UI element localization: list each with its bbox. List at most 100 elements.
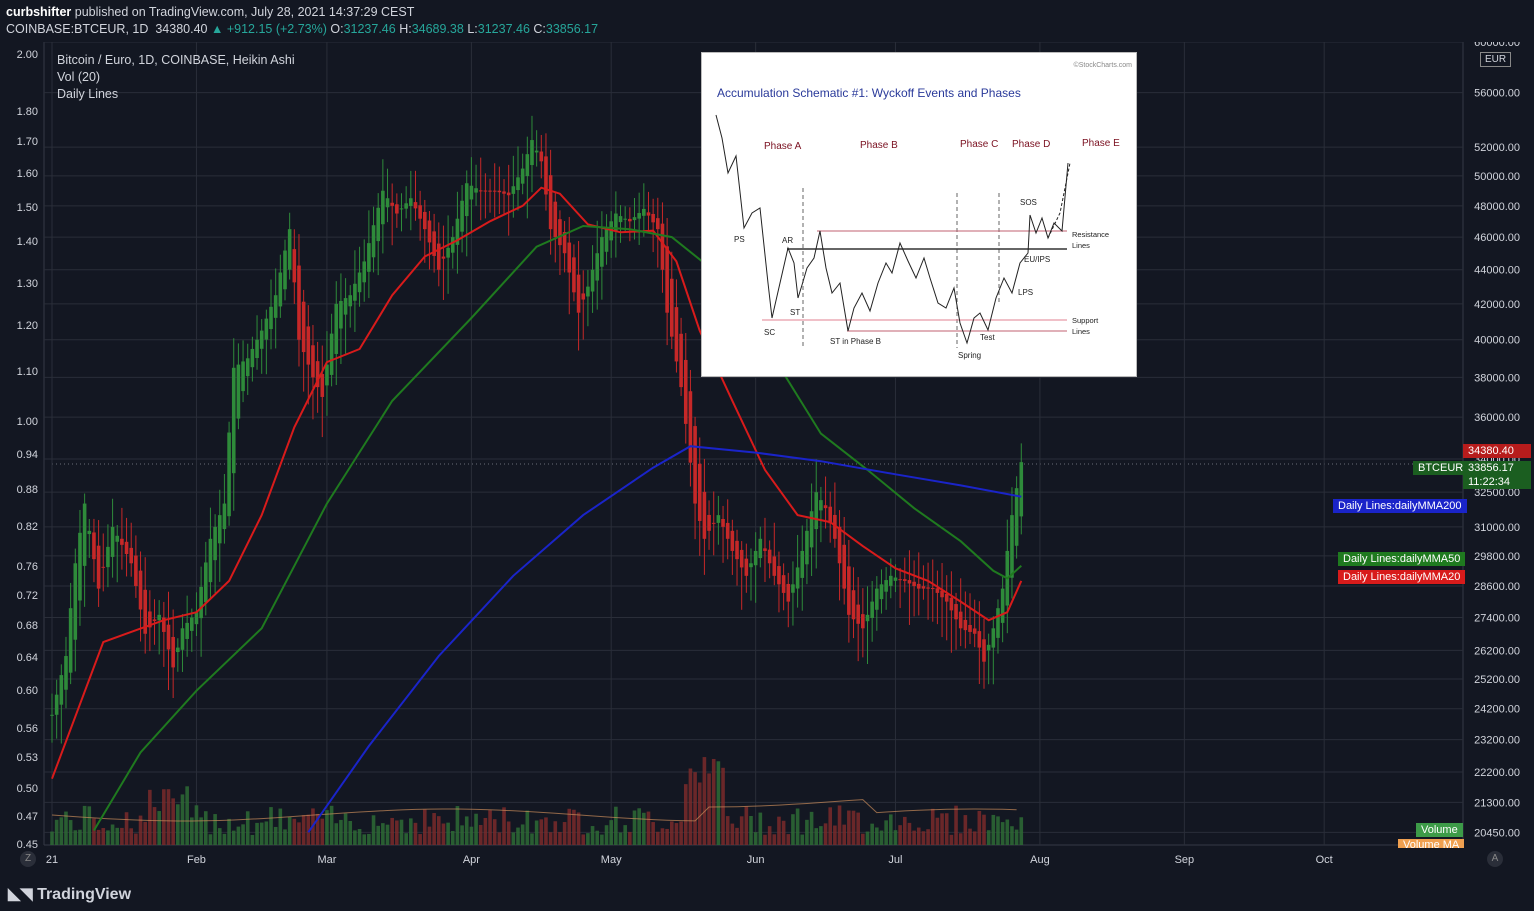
candle-body	[315, 361, 320, 388]
candle-body	[166, 624, 171, 650]
candle-body	[1014, 488, 1019, 546]
candle-body	[469, 185, 474, 200]
candle-body	[996, 608, 1000, 638]
zoom-button[interactable]: Z	[20, 851, 36, 867]
volume-bar	[441, 823, 446, 845]
volume-bar	[586, 833, 590, 845]
candle-body	[777, 566, 781, 585]
price-chart[interactable]: 60000.00 56000.00 52000.00 50000.00 48000.00…	[0, 42, 1534, 876]
volume-bar	[935, 817, 940, 845]
candle-body	[991, 628, 996, 648]
candle-body	[171, 636, 175, 668]
tradingview-logo-icon: ◣◥	[8, 886, 38, 903]
candle-body	[301, 301, 306, 353]
time-tick-label: Oct	[1316, 854, 1333, 866]
candle-body	[553, 201, 558, 238]
volume-bar	[800, 834, 805, 845]
last-price: 34380.40	[155, 22, 208, 36]
volume-bar	[203, 811, 208, 845]
candle-body	[497, 190, 502, 193]
price-tick-label: 31000.00	[1474, 522, 1520, 534]
volume-bar	[688, 768, 693, 845]
auto-scale-button[interactable]: A	[1487, 851, 1503, 867]
volume-bar	[576, 812, 581, 845]
volume-bar	[474, 813, 478, 845]
currency-label[interactable]: EUR	[1480, 52, 1512, 67]
volume-bar	[735, 827, 739, 845]
event-ps: PS	[734, 235, 745, 244]
volume-bar	[707, 773, 711, 845]
publisher-name[interactable]: curbshifter	[6, 5, 72, 19]
volume-bar	[432, 813, 436, 845]
volume-bar	[152, 807, 157, 845]
candle-body	[176, 647, 180, 653]
volume-bar	[865, 831, 870, 845]
price-axis[interactable]: 60000.00 56000.00 52000.00 50000.00 48000.00…	[1474, 42, 1520, 839]
volume-bar	[78, 829, 82, 845]
volume-bar	[534, 820, 539, 845]
volume-bar	[982, 814, 986, 845]
volume-bar	[553, 821, 558, 845]
time-axis[interactable]: 21 Feb Mar Apr May Jun Jul Aug Sep Oct	[46, 854, 1333, 866]
candle-body	[847, 566, 851, 615]
candle-body	[180, 628, 185, 650]
candle-body	[525, 154, 530, 177]
phase-e: Phase E	[1082, 138, 1120, 149]
volume-bar	[315, 813, 320, 845]
candle-body	[278, 272, 283, 307]
volume-bar	[227, 818, 231, 845]
event-st: ST	[790, 308, 800, 317]
volume-bar	[730, 823, 735, 845]
volume-bar	[954, 805, 958, 845]
grid	[43, 42, 1464, 846]
candle-body	[106, 546, 110, 568]
candle-body	[944, 593, 949, 602]
volume-bar	[450, 830, 455, 845]
volume-bar	[674, 823, 679, 845]
candle-body	[436, 243, 441, 270]
symbol-tag: BTCEUR	[1413, 461, 1469, 475]
candle-body	[446, 247, 450, 258]
volume-bar	[362, 834, 367, 845]
candle-body	[828, 506, 833, 524]
candle-body	[516, 177, 520, 191]
volume-bar	[334, 823, 339, 845]
candle-body	[884, 580, 888, 592]
candle-body	[96, 545, 101, 589]
candle-body	[632, 217, 637, 221]
candle-body	[54, 694, 59, 715]
candle-body	[548, 175, 553, 230]
price-tick-label: 60000.00	[1474, 42, 1520, 49]
price-change: ▲ +912.15 (+2.73%)	[210, 22, 327, 36]
candle-body	[1000, 588, 1005, 623]
left-tick-label: 0.47	[17, 811, 38, 823]
inset-watermark: ©StockCharts.com	[1074, 61, 1133, 69]
volume-bar	[777, 816, 781, 845]
candle-body	[50, 714, 54, 716]
candle-body	[646, 212, 651, 216]
volume-bar	[1005, 819, 1010, 845]
tradingview-logo[interactable]: ◣◥ TradingView	[8, 884, 131, 904]
volume-bar	[488, 810, 492, 845]
left-tick-label: 0.50	[17, 783, 38, 795]
candle-body	[623, 218, 627, 220]
candle-body	[371, 225, 376, 258]
event-test: Test	[980, 333, 995, 342]
candle-body	[427, 220, 432, 243]
event-ar: AR	[782, 236, 793, 245]
volume-bar	[921, 831, 926, 845]
left-tick-label: 1.00	[17, 416, 38, 428]
volume-bar	[455, 806, 460, 845]
close-price-tag: 33856.17	[1463, 461, 1531, 475]
volume-bar	[716, 761, 721, 845]
volume-bar	[446, 822, 450, 845]
volume-bar	[427, 826, 432, 845]
candle-body	[758, 538, 763, 559]
price-tick-label: 52000.00	[1474, 142, 1520, 154]
volume-bar	[287, 816, 292, 845]
candle-body	[576, 274, 581, 313]
price-tick-label: 24200.00	[1474, 704, 1520, 716]
left-tick-label: 2.00	[17, 49, 38, 61]
candle-body	[614, 213, 618, 231]
candle-body	[697, 463, 702, 521]
